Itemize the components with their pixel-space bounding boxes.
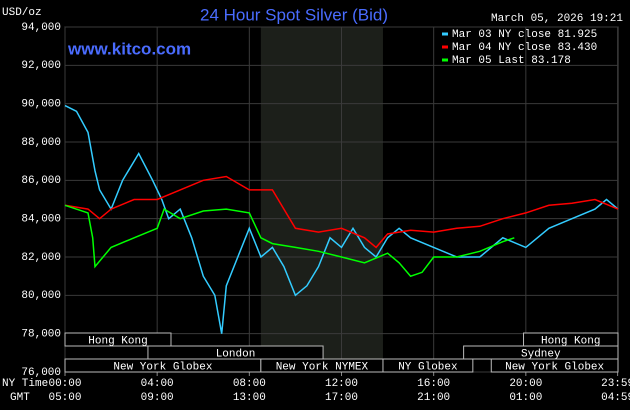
session-bar	[64, 332, 172, 347]
highlight-band	[260, 27, 383, 372]
x-tick-label: 12:00	[325, 378, 358, 390]
legend-label: Mar 04 NY close 83.430	[452, 42, 597, 54]
timestamp: March 05, 2026 19:21	[491, 13, 623, 25]
y-tick-label: 90,000	[21, 99, 61, 111]
legend-swatch	[442, 45, 448, 49]
session-label: New York Globex	[113, 361, 212, 373]
y-tick-label: 88,000	[21, 137, 61, 149]
x2-tick-label: 04:59	[601, 392, 630, 404]
x-tick-label: 04:00	[141, 378, 174, 390]
x-axis-label: NY Time	[2, 378, 48, 390]
y-tick-label: 82,000	[21, 252, 61, 264]
session-label: Sydney	[521, 348, 561, 360]
session-label: New York Globex	[505, 361, 604, 373]
session-bar	[490, 358, 619, 373]
session-label: Hong Kong	[88, 335, 147, 347]
series-line	[64, 204, 515, 278]
session-label: Hong Kong	[541, 335, 600, 347]
x-tick-label: 00:00	[48, 378, 81, 390]
chart-title: 24 Hour Spot Silver (Bid)	[200, 5, 388, 24]
y-tick-label: 84,000	[21, 214, 61, 226]
x2-tick-label: 17:00	[325, 392, 358, 404]
legend-label: Mar 05 Last 83.178	[452, 55, 571, 67]
x-tick-label: 23:59	[601, 378, 630, 390]
watermark: www.kitco.com	[67, 39, 191, 58]
series-line	[64, 104, 619, 334]
y-tick-label: 86,000	[21, 175, 61, 187]
x2-tick-label: 13:00	[233, 392, 266, 404]
session-label: London	[216, 348, 256, 360]
session-label: NY Globex	[398, 361, 458, 373]
x2-axis-label: GMT	[10, 392, 30, 404]
y-tick-label: 92,000	[21, 60, 61, 72]
x2-tick-label: 09:00	[141, 392, 174, 404]
x2-tick-label: 21:00	[417, 392, 450, 404]
session-label: New York NYMEX	[276, 361, 369, 373]
y-tick-label: 78,000	[21, 329, 61, 341]
legend-swatch	[442, 32, 448, 36]
y-tick-label: 94,000	[21, 22, 61, 34]
x-tick-label: 20:00	[509, 378, 542, 390]
y-tick-label: 76,000	[21, 367, 61, 379]
series-line	[64, 175, 619, 249]
x-tick-label: 16:00	[417, 378, 450, 390]
y-axis-label: USD/oz	[2, 7, 42, 19]
session-bar	[382, 358, 474, 373]
x2-tick-label: 05:00	[48, 392, 81, 404]
legend-label: Mar 03 NY close 81.925	[452, 29, 597, 41]
y-tick-label: 80,000	[21, 290, 61, 302]
x-tick-label: 08:00	[233, 378, 266, 390]
legend-swatch	[442, 58, 448, 62]
x2-tick-label: 01:00	[509, 392, 542, 404]
